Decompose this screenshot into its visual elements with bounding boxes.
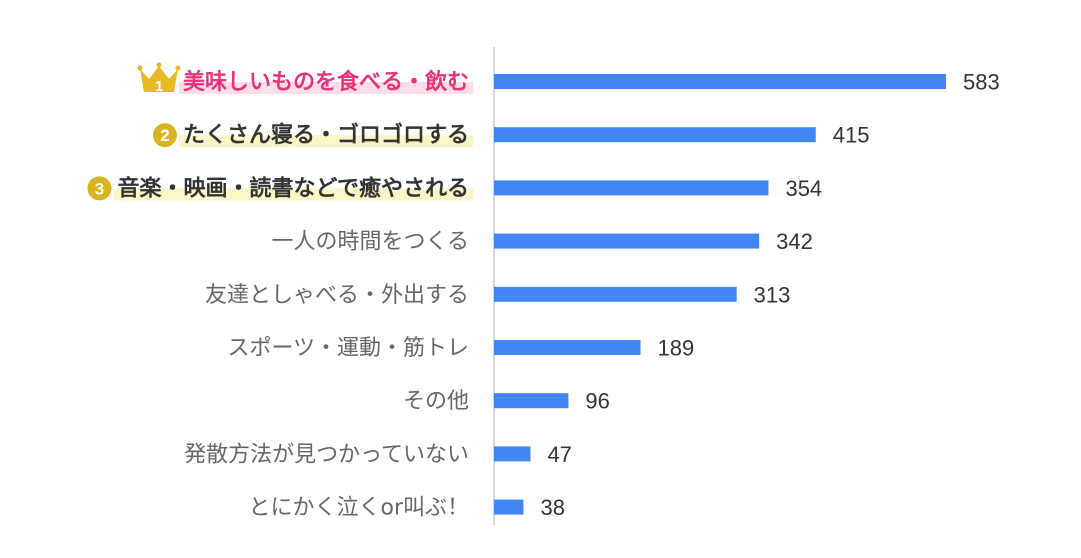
rank-number: 1 (155, 78, 163, 95)
value-label: 96 (585, 389, 609, 414)
value-label: 354 (785, 176, 822, 201)
bar (494, 233, 760, 249)
category-label: とにかく泣くor叫ぶ！ (248, 496, 469, 521)
value-label: 189 (658, 336, 695, 361)
category-label: 音楽・映画・読書などで癒やされる (117, 175, 469, 201)
value-label: 415 (833, 123, 870, 148)
category-label: 一人の時間をつくる (271, 230, 469, 255)
category-label: その他 (403, 389, 469, 414)
value-label: 583 (963, 70, 1000, 95)
rank-badge-icon: 2 (152, 123, 177, 148)
label-highlight (178, 135, 473, 148)
category-label: 友達としゃべる・外出する (205, 283, 469, 308)
category-label: 美味しいものを食べる・飲む (183, 69, 469, 95)
value-label: 38 (540, 495, 564, 520)
bar (494, 393, 569, 409)
bar (494, 127, 816, 143)
rank-number: 2 (160, 126, 169, 145)
category-label: 発散方法が見つかっていない (184, 442, 469, 467)
label-highlight (178, 82, 473, 94)
bar (494, 180, 769, 196)
rank-badge-icon: 3 (87, 176, 112, 201)
value-label: 342 (776, 229, 813, 254)
value-label: 313 (754, 282, 791, 307)
bar (494, 446, 531, 462)
bar (494, 499, 524, 515)
crown-icon: 1 (137, 62, 181, 95)
rank-number: 3 (95, 179, 104, 198)
category-label: たくさん寝る・ゴロゴロする (183, 122, 469, 148)
value-label: 47 (547, 442, 571, 467)
highlight-layer (113, 82, 473, 201)
category-label: スポーツ・運動・筋トレ (227, 336, 469, 361)
label-highlight (113, 188, 473, 201)
bar (494, 74, 946, 89)
bar (494, 340, 641, 355)
bar (494, 286, 737, 302)
